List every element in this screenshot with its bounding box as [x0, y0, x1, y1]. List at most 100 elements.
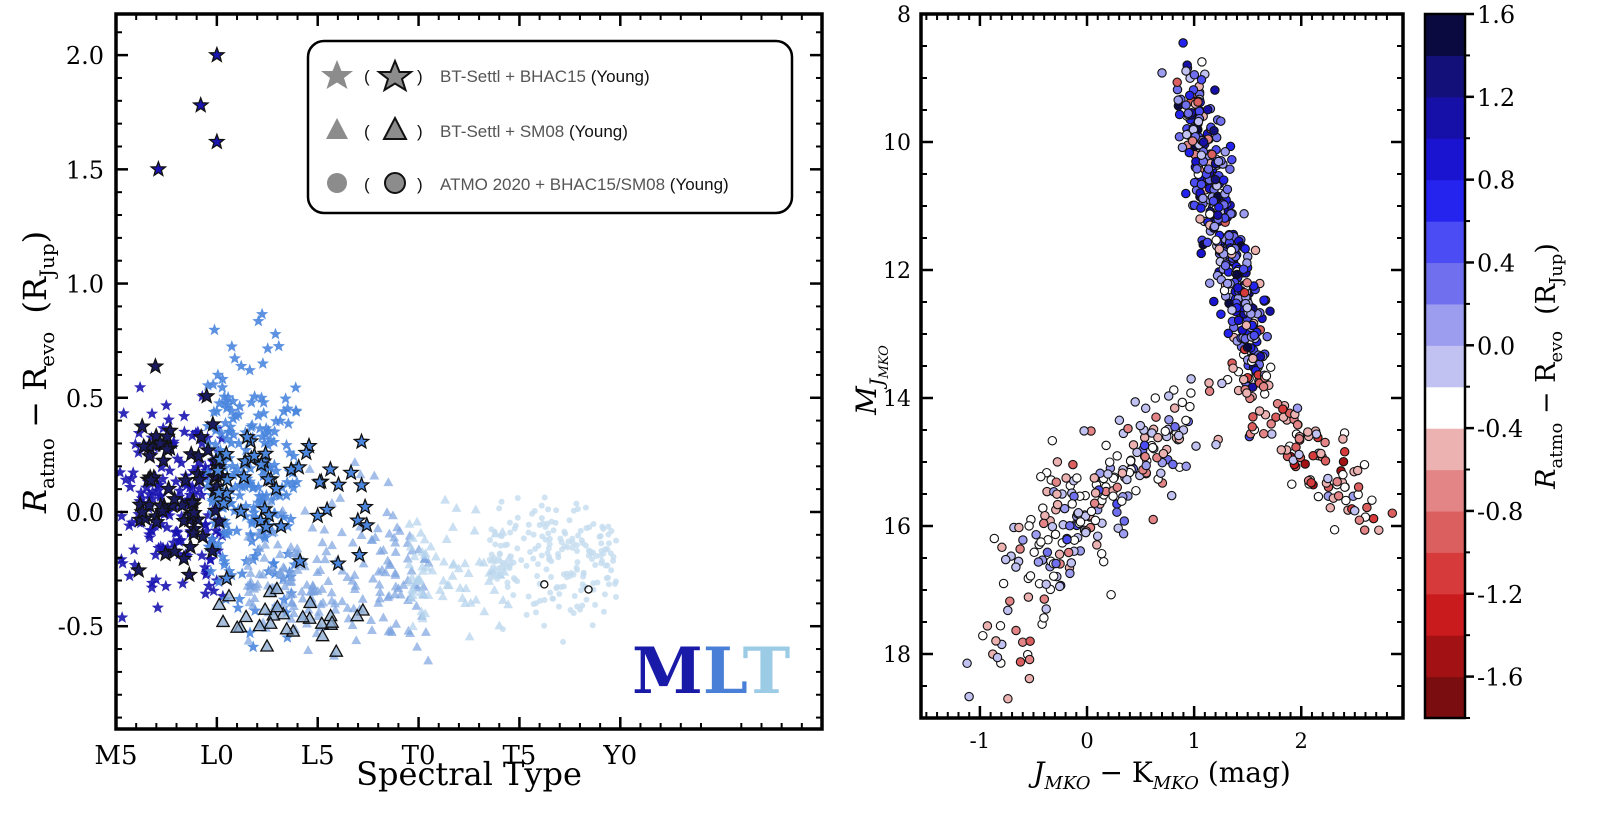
- right-ylabel-sub: J: [866, 377, 888, 390]
- left-ylabel-unit-close: ): [16, 231, 54, 243]
- data-point: [394, 525, 405, 535]
- cmd-point: [1181, 415, 1191, 426]
- data-point: [297, 443, 316, 461]
- data-point: [608, 567, 615, 574]
- cmd-point: [991, 636, 1001, 646]
- cmd-point: [1062, 534, 1072, 545]
- data-point: [245, 396, 258, 408]
- data-point: [188, 487, 201, 499]
- data-point: [375, 587, 386, 596]
- data-point: [286, 613, 297, 623]
- data-point: [342, 463, 360, 481]
- data-point: [349, 570, 360, 579]
- data-point: [544, 520, 551, 527]
- left-ticks: [114, 14, 822, 729]
- cmd-point: [1181, 461, 1191, 472]
- data-point: [463, 568, 474, 578]
- data-point: [239, 480, 252, 492]
- data-point: [281, 631, 294, 643]
- data-point: [248, 600, 258, 610]
- cmd-point: [1163, 391, 1174, 401]
- y-tick-label: 0.5: [66, 385, 104, 413]
- data-point: [302, 595, 318, 609]
- colorbar-ticks: 1.6 1.2 0.8 0.4 0.0 -0.4 -0.8 -1.2 -1.6: [1465, 1, 1523, 719]
- cmd-point: [1258, 428, 1269, 439]
- cmd-point: [1131, 485, 1141, 496]
- data-point: [233, 489, 246, 501]
- cmd-point: [1065, 521, 1075, 531]
- cmd-point: [1196, 203, 1206, 213]
- data-point: [549, 595, 556, 602]
- data-point: [259, 428, 272, 440]
- outlier-point: [149, 159, 168, 177]
- data-point: [321, 460, 340, 478]
- cmd-point: [1220, 147, 1230, 157]
- watermark-m: M: [632, 634, 703, 709]
- data-point: [235, 359, 248, 372]
- cmd-point: [1250, 245, 1261, 256]
- cmd-point: [1193, 97, 1203, 107]
- cmd-point: [1233, 315, 1244, 326]
- data-point: [212, 575, 225, 588]
- data-point: [125, 471, 138, 484]
- data-point: [605, 540, 612, 547]
- data-point: [253, 527, 264, 537]
- data-point: [309, 585, 320, 595]
- right-x-tick-labels: -1 0 1 2: [970, 729, 1308, 753]
- data-point: [486, 556, 493, 563]
- cmd-point: [1362, 502, 1372, 513]
- data-point: [500, 559, 507, 566]
- data-point: [208, 323, 221, 336]
- data-point: [545, 506, 552, 513]
- data-point: [347, 575, 358, 585]
- cmd-point: [1164, 415, 1174, 425]
- cmd-point: [1238, 374, 1249, 385]
- cmd-point: [1249, 330, 1259, 341]
- right-ticks: [921, 12, 1403, 719]
- data-point: [451, 503, 462, 512]
- data-point: [498, 532, 505, 539]
- data-point: [218, 461, 231, 474]
- data-point: [244, 420, 258, 433]
- data-point: [592, 601, 599, 608]
- data-point: [414, 574, 424, 584]
- data-point: [272, 539, 283, 549]
- data-point: [405, 577, 416, 587]
- data-point: [541, 596, 548, 603]
- data-point: [303, 604, 314, 614]
- cmd-point: [1216, 309, 1226, 319]
- data-point: [146, 357, 165, 375]
- data-point: [269, 414, 283, 427]
- cmd-point: [1254, 406, 1265, 416]
- data-point: [504, 579, 511, 586]
- data-point: [507, 553, 514, 560]
- data-point: [272, 516, 290, 534]
- data-point: [206, 495, 219, 508]
- data-point: [283, 446, 296, 459]
- data-point: [257, 569, 268, 579]
- data-point: [390, 546, 401, 556]
- data-point: [321, 546, 332, 556]
- data-point: [217, 569, 236, 587]
- data-point: [195, 488, 208, 501]
- cmd-point: [978, 630, 988, 641]
- data-point: [253, 489, 266, 502]
- cmd-point: [1217, 378, 1227, 389]
- data-point: [578, 537, 585, 544]
- cmd-point: [989, 533, 1000, 544]
- data-point: [610, 557, 617, 564]
- data-point: [243, 531, 254, 541]
- data-point: [496, 505, 503, 512]
- data-point: [498, 595, 508, 604]
- data-point: [176, 577, 189, 589]
- data-point: [547, 589, 554, 596]
- cmd-point: [1173, 95, 1183, 105]
- data-point: [589, 556, 596, 563]
- data-point: [169, 526, 182, 538]
- data-point: [211, 368, 225, 381]
- data-point: [578, 587, 585, 594]
- left-scatter-points: [113, 45, 620, 665]
- data-point: [193, 527, 212, 545]
- data-point: [356, 497, 375, 515]
